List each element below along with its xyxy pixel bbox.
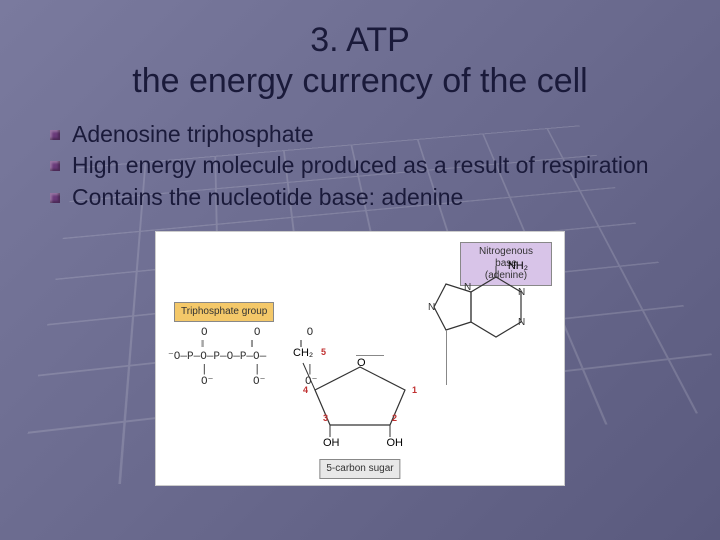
svg-text:N: N <box>518 287 525 298</box>
adenine-structure: NH₂ N N N N <box>426 262 546 362</box>
carbon-5: 5 <box>321 347 326 357</box>
svg-text:N: N <box>428 302 435 313</box>
slide-title: 3. ATP the energy currency of the cell <box>40 20 680 102</box>
ribose-structure: CH₂ 5 O 4 1 3 2 OH OH <box>295 355 425 445</box>
triphosphate-group-label: Triphosphate group <box>174 302 274 322</box>
connector-line <box>446 330 447 385</box>
list-item: Contains the nucleotide base: adenine <box>50 183 680 213</box>
oh-label-2: OH <box>387 437 404 449</box>
o-label: O <box>357 357 366 369</box>
svg-text:N: N <box>464 282 471 293</box>
ch2-label: CH₂ <box>293 347 313 359</box>
carbon-3: 3 <box>323 413 328 423</box>
bullet-list: Adenosine triphosphate High energy molec… <box>40 120 680 214</box>
title-line-1: 3. ATP <box>310 21 410 59</box>
list-item: Adenosine triphosphate <box>50 120 680 150</box>
oh-label-1: OH <box>323 437 340 449</box>
atp-diagram: Triphosphate group Nitrogenous base (ade… <box>155 231 565 486</box>
list-item: High energy molecule produced as a resul… <box>50 151 680 181</box>
carbon-2: 2 <box>392 413 397 423</box>
title-line-2: the energy currency of the cell <box>132 62 587 100</box>
carbon-1: 1 <box>412 385 417 395</box>
slide-content: 3. ATP the energy currency of the cell A… <box>0 0 720 540</box>
sugar-label: 5-carbon sugar <box>319 459 400 479</box>
carbon-4: 4 <box>303 385 308 395</box>
adenine-ring-icon: N N N N <box>426 262 546 362</box>
svg-text:N: N <box>518 317 525 328</box>
nh2-label: NH₂ <box>508 260 528 272</box>
